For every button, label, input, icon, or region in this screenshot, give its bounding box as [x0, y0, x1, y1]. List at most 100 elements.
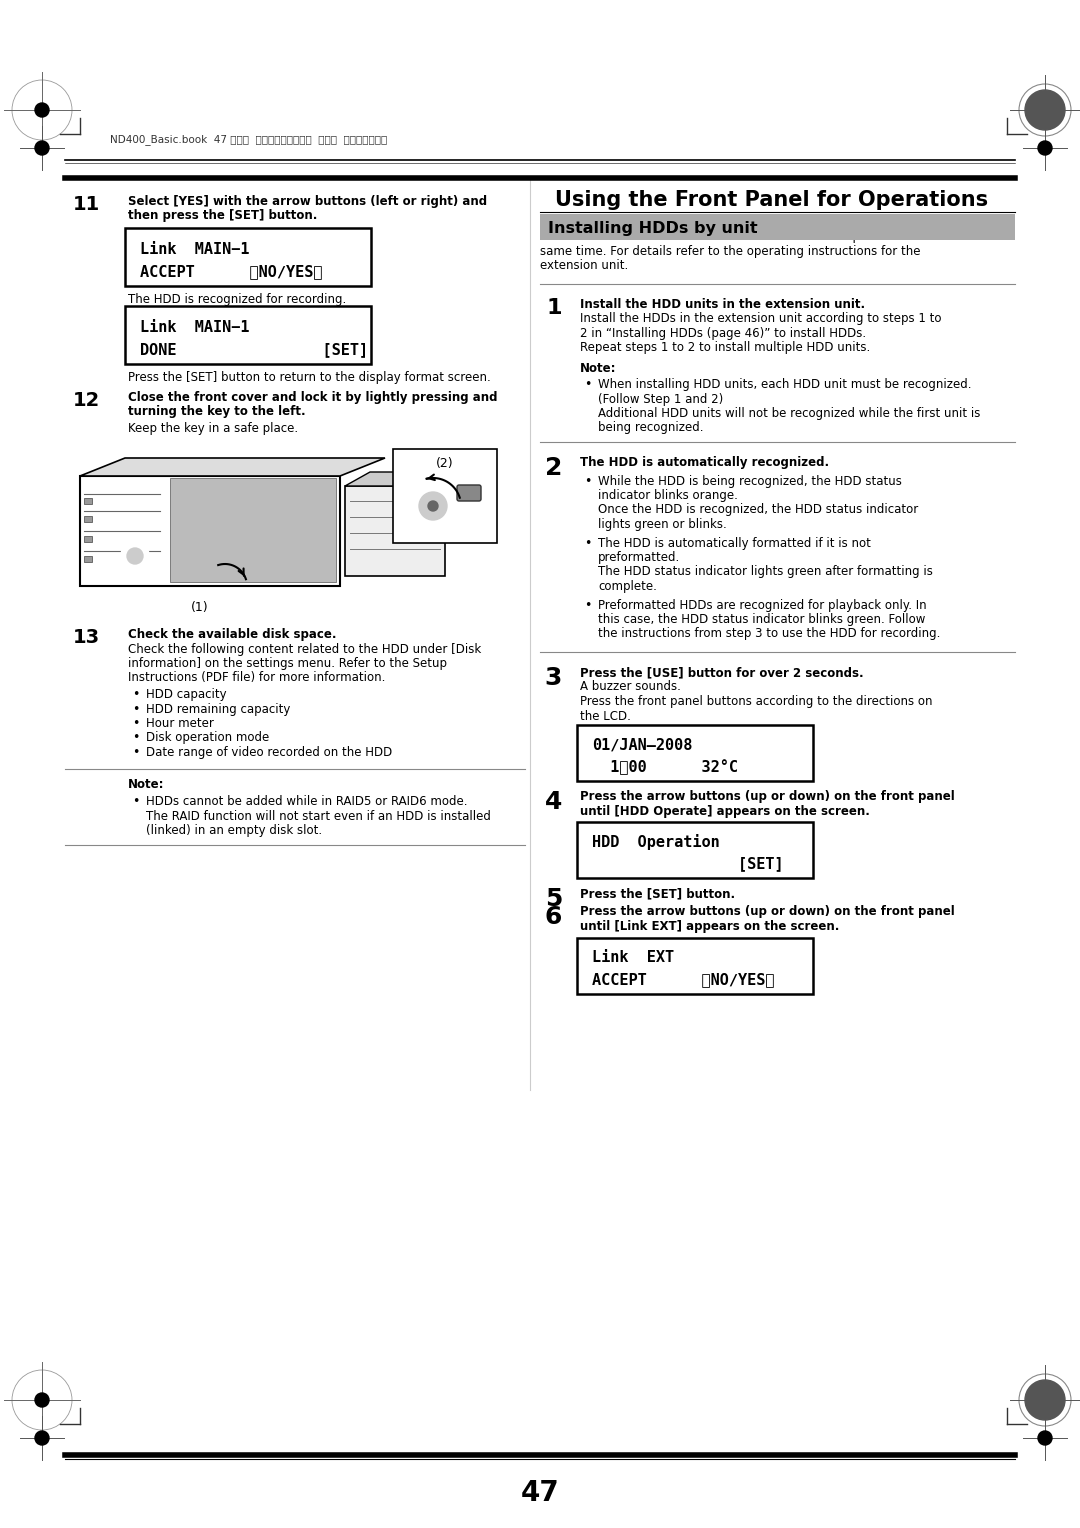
Text: 3: 3 [544, 666, 562, 691]
Text: When installing HDD units, each HDD unit must be recognized.: When installing HDD units, each HDD unit… [598, 377, 972, 391]
Text: indicator blinks orange.: indicator blinks orange. [598, 489, 738, 503]
Text: The HDD is recognized for recording.: The HDD is recognized for recording. [129, 293, 347, 306]
Text: •: • [584, 377, 592, 391]
Text: Press the [SET] button to return to the display format screen.: Press the [SET] button to return to the … [129, 371, 490, 384]
FancyBboxPatch shape [84, 536, 92, 542]
Text: being recognized.: being recognized. [598, 422, 703, 434]
Text: •: • [132, 717, 139, 730]
Text: Note:: Note: [129, 778, 164, 792]
Text: Check the available disk space.: Check the available disk space. [129, 628, 337, 642]
Text: Preformatted HDDs are recognized for playback only. In: Preformatted HDDs are recognized for pla… [598, 599, 927, 611]
Text: Close the front cover and lock it by lightly pressing and: Close the front cover and lock it by lig… [129, 391, 498, 403]
Text: The HDD status indicator lights green after formatting is: The HDD status indicator lights green af… [598, 565, 933, 579]
FancyBboxPatch shape [345, 486, 445, 576]
Text: Press the [USE] button for over 2 seconds.: Press the [USE] button for over 2 second… [580, 666, 864, 678]
Circle shape [428, 501, 438, 510]
Text: Instructions (PDF file) for more information.: Instructions (PDF file) for more informa… [129, 671, 386, 685]
Text: Press the arrow buttons (up or down) on the front panel: Press the arrow buttons (up or down) on … [580, 906, 955, 918]
FancyBboxPatch shape [84, 498, 92, 504]
Text: •: • [132, 732, 139, 744]
Circle shape [35, 102, 49, 118]
FancyBboxPatch shape [577, 724, 813, 781]
Text: Press the arrow buttons (up or down) on the front panel: Press the arrow buttons (up or down) on … [580, 790, 955, 804]
Text: HDD capacity: HDD capacity [146, 688, 227, 701]
Text: Note:: Note: [580, 362, 617, 374]
Text: preformatted.: preformatted. [598, 552, 680, 564]
Text: 2: 2 [544, 455, 562, 480]
Text: Link  MAIN−1: Link MAIN−1 [140, 319, 249, 335]
Text: Date range of video recorded on the HDD: Date range of video recorded on the HDD [146, 746, 392, 759]
Text: Install the HDDs in the extension unit according to steps 1 to: Install the HDDs in the extension unit a… [580, 312, 942, 325]
Text: •: • [132, 795, 139, 808]
Text: ACCEPT      〈NO∕YES〉: ACCEPT 〈NO∕YES〉 [140, 264, 323, 280]
FancyBboxPatch shape [577, 938, 813, 993]
Text: HDD remaining capacity: HDD remaining capacity [146, 703, 291, 715]
Text: 4: 4 [544, 790, 562, 814]
Circle shape [127, 549, 143, 564]
Polygon shape [80, 458, 384, 477]
FancyBboxPatch shape [125, 228, 372, 286]
Text: DONE                [SET]: DONE [SET] [140, 342, 368, 358]
Text: Install the HDD units in the extension unit.: Install the HDD units in the extension u… [580, 298, 865, 310]
Text: Check the following content related to the HDD under [Disk: Check the following content related to t… [129, 642, 482, 656]
Text: Link  EXT: Link EXT [592, 950, 674, 966]
Text: •: • [132, 746, 139, 759]
FancyBboxPatch shape [80, 477, 340, 587]
Text: complete.: complete. [598, 581, 657, 593]
FancyBboxPatch shape [577, 822, 813, 879]
Text: ND400_Basic.book  47 ページ  ２００８年４月８日  火曜日  午後３時５９分: ND400_Basic.book 47 ページ ２００８年４月８日 火曜日 午後… [110, 134, 388, 145]
Text: the LCD.: the LCD. [580, 709, 631, 723]
Text: 2 in “Installing HDDs (page 46)” to install HDDs.: 2 in “Installing HDDs (page 46)” to inst… [580, 327, 866, 339]
Circle shape [1025, 90, 1065, 130]
Text: the instructions from step 3 to use the HDD for recording.: the instructions from step 3 to use the … [598, 628, 941, 640]
Text: then press the [SET] button.: then press the [SET] button. [129, 209, 318, 223]
Text: 01∕JAN―2008: 01∕JAN―2008 [592, 738, 692, 753]
Text: Select [YES] with the arrow buttons (left or right) and: Select [YES] with the arrow buttons (lef… [129, 196, 487, 208]
Text: The RAID function will not start even if an HDD is installed: The RAID function will not start even if… [146, 810, 491, 822]
FancyBboxPatch shape [84, 516, 92, 523]
Text: Link  MAIN−1: Link MAIN−1 [140, 241, 249, 257]
Text: information] on the settings menu. Refer to the Setup: information] on the settings menu. Refer… [129, 657, 447, 669]
Text: Press the front panel buttons according to the directions on: Press the front panel buttons according … [580, 695, 932, 707]
Text: turning the key to the left.: turning the key to the left. [129, 405, 306, 419]
FancyBboxPatch shape [540, 214, 1015, 240]
Text: Installing HDDs by unit: Installing HDDs by unit [548, 220, 758, 235]
Text: ACCEPT      〈NO∕YES〉: ACCEPT 〈NO∕YES〉 [592, 972, 774, 987]
Text: 11: 11 [72, 196, 100, 214]
Text: Using the Front Panel for Operations: Using the Front Panel for Operations [555, 189, 988, 209]
Text: until [HDD Operate] appears on the screen.: until [HDD Operate] appears on the scree… [580, 805, 869, 817]
Text: 6: 6 [544, 906, 562, 929]
Text: 5: 5 [544, 886, 562, 911]
Text: •: • [584, 599, 592, 611]
Text: 13: 13 [72, 628, 100, 646]
Circle shape [121, 542, 149, 570]
Text: until [Link EXT] appears on the screen.: until [Link EXT] appears on the screen. [580, 920, 839, 934]
Text: lights green or blinks.: lights green or blinks. [598, 518, 727, 532]
Text: •: • [584, 475, 592, 487]
Text: 1: 1 [546, 298, 562, 318]
Text: Once the HDD is recognized, the HDD status indicator: Once the HDD is recognized, the HDD stat… [598, 504, 918, 516]
Circle shape [1038, 141, 1052, 154]
Text: 12: 12 [72, 391, 100, 410]
Text: The HDD is automatically recognized.: The HDD is automatically recognized. [580, 455, 829, 469]
Text: 47: 47 [521, 1479, 559, 1507]
Text: Press the [SET] button.: Press the [SET] button. [580, 886, 735, 900]
Text: Hour meter: Hour meter [146, 717, 214, 730]
Text: 1：00      32°C: 1：00 32°C [592, 759, 738, 775]
Text: same time. For details refer to the operating instructions for the: same time. For details refer to the oper… [540, 244, 920, 258]
Polygon shape [345, 472, 470, 486]
Text: All the HDDs in one extension unit can be linked to operate at the: All the HDDs in one extension unit can b… [540, 231, 931, 243]
Text: The HDD is automatically formatted if it is not: The HDD is automatically formatted if it… [598, 536, 870, 550]
Text: Additional HDD units will not be recognized while the first unit is: Additional HDD units will not be recogni… [598, 406, 981, 420]
Circle shape [1038, 1432, 1052, 1445]
Text: HDDs cannot be added while in RAID5 or RAID6 mode.: HDDs cannot be added while in RAID5 or R… [146, 795, 468, 808]
Circle shape [35, 141, 49, 154]
Text: •: • [132, 688, 139, 701]
Circle shape [1025, 1380, 1065, 1420]
Text: While the HDD is being recognized, the HDD status: While the HDD is being recognized, the H… [598, 475, 902, 487]
Text: •: • [584, 536, 592, 550]
Text: (linked) in an empty disk slot.: (linked) in an empty disk slot. [146, 824, 322, 837]
Circle shape [411, 484, 455, 529]
Text: (2): (2) [436, 457, 454, 469]
Text: [SET]: [SET] [592, 857, 784, 871]
